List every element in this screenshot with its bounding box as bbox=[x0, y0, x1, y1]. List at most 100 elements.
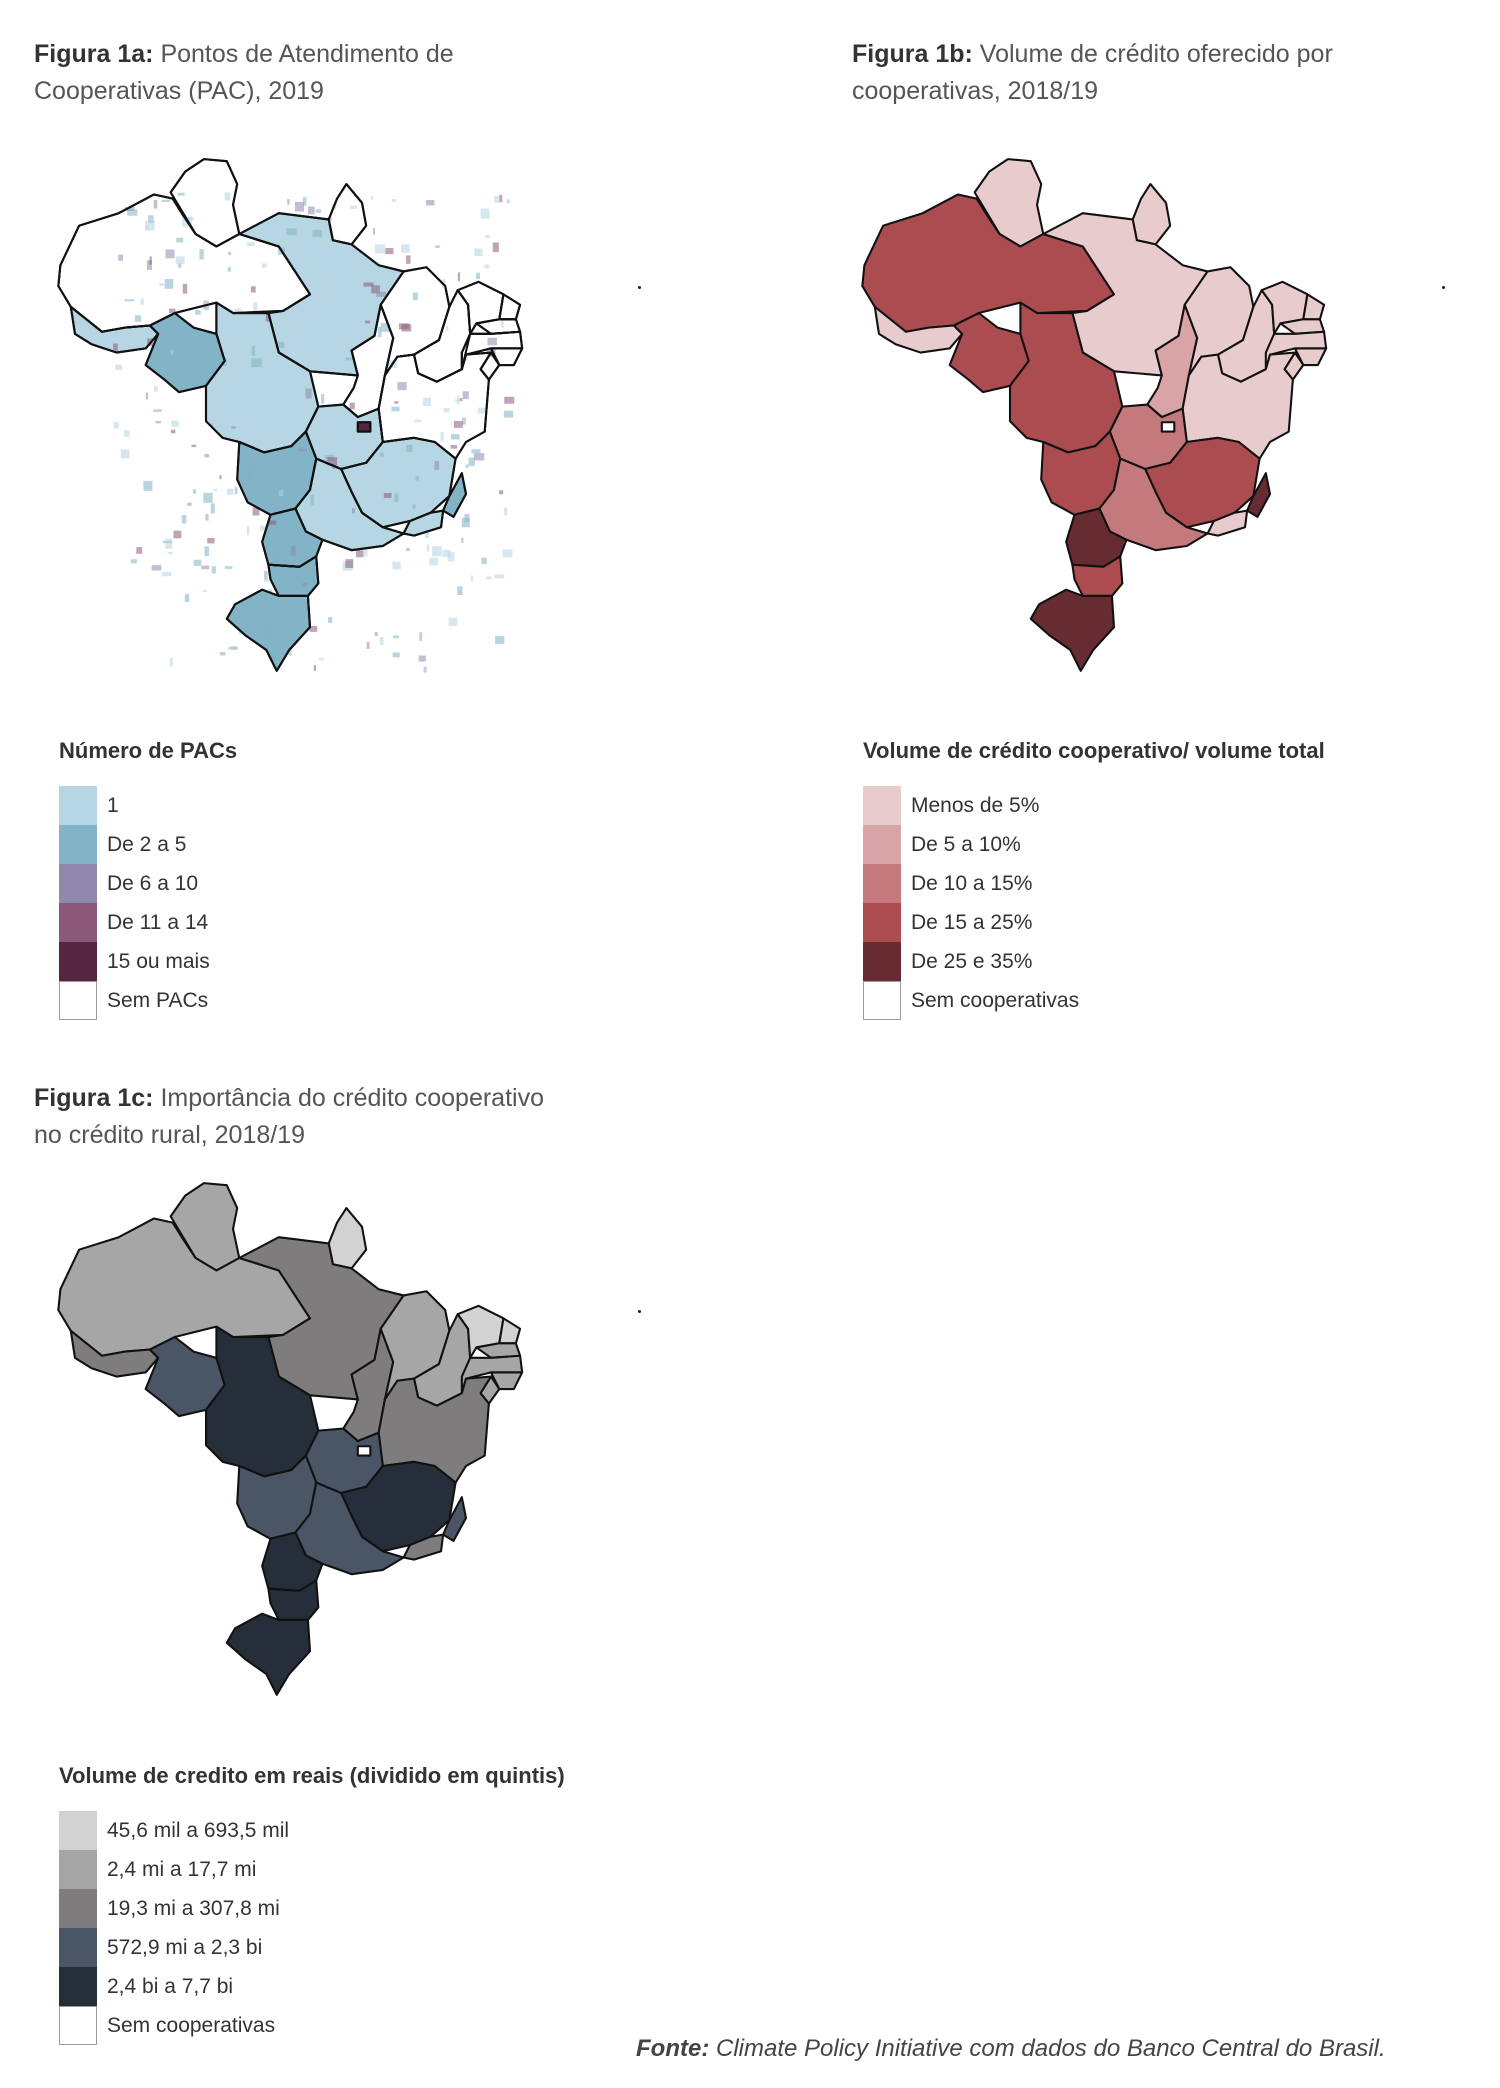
state-es bbox=[442, 472, 468, 518]
legend-swatch bbox=[59, 1889, 97, 1928]
figure-1b-legend-title: Volume de crédito cooperativo/ volume to… bbox=[863, 738, 1325, 763]
legend-swatch bbox=[59, 864, 97, 903]
legend-label: De 5 a 10% bbox=[911, 832, 1021, 856]
legend-item: Sem cooperativas bbox=[59, 2006, 565, 2045]
legend-label: 572,9 mi a 2,3 bi bbox=[107, 1935, 263, 1959]
legend-swatch bbox=[59, 981, 97, 1020]
legend-label: De 2 a 5 bbox=[107, 832, 187, 856]
legend-item: 19,3 mi a 307,8 mi bbox=[59, 1889, 565, 1928]
figure-1a-title-line2: Cooperativas (PAC), 2019 bbox=[34, 77, 324, 105]
legend-item: De 25 e 35% bbox=[863, 942, 1325, 981]
legend-label: Sem cooperativas bbox=[911, 988, 1080, 1012]
map-marker-dot bbox=[1442, 286, 1445, 289]
legend-item: Sem cooperativas bbox=[863, 981, 1325, 1020]
figure-1b-title-line2: cooperativas, 2018/19 bbox=[852, 77, 1099, 105]
legend-swatch bbox=[863, 825, 901, 864]
figure-1a-title: Figura 1a: Pontos de Atendimento de Coop… bbox=[34, 36, 454, 110]
legend-swatch bbox=[59, 825, 97, 864]
map-marker-dot bbox=[638, 1310, 641, 1313]
state-ap bbox=[327, 1207, 368, 1270]
figure-1c-legend: Volume de credito em reais (dividido em … bbox=[59, 1763, 565, 2045]
legend-item: 15 ou mais bbox=[59, 942, 237, 981]
state-sc bbox=[267, 555, 320, 597]
state-rs bbox=[225, 588, 312, 672]
legend-label: Sem cooperativas bbox=[107, 2013, 276, 2037]
figure-1b-map bbox=[861, 158, 1328, 672]
figure-1b-legend: Volume de crédito cooperativo/ volume to… bbox=[863, 738, 1325, 1020]
legend-item: De 2 a 5 bbox=[59, 825, 237, 864]
figure-1b-title-line1: Volume de crédito oferecido por bbox=[979, 40, 1333, 68]
figure-1a-title-line1: Pontos de Atendimento de bbox=[160, 40, 454, 68]
state-df bbox=[356, 1445, 372, 1457]
legend-item: De 10 a 15% bbox=[863, 864, 1325, 903]
state-df bbox=[356, 421, 372, 433]
legend-item: 2,4 mi a 17,7 mi bbox=[59, 1850, 565, 1889]
legend-swatch bbox=[863, 981, 901, 1020]
figure-1a-label: Figura 1a: bbox=[34, 40, 154, 68]
legend-label: De 15 a 25% bbox=[911, 910, 1033, 934]
legend-item: Menos de 5% bbox=[863, 786, 1325, 825]
state-sc bbox=[1071, 555, 1124, 597]
figure-1c-legend-title: Volume de credito em reais (dividido em … bbox=[59, 1763, 565, 1788]
legend-swatch bbox=[863, 786, 901, 825]
legend-item: De 5 a 10% bbox=[863, 825, 1325, 864]
legend-label: De 25 e 35% bbox=[911, 949, 1033, 973]
state-pb bbox=[1279, 318, 1326, 335]
legend-swatch bbox=[59, 942, 97, 981]
legend-label: Menos de 5% bbox=[911, 793, 1040, 817]
source-text: Climate Policy Initiative com dados do B… bbox=[715, 2035, 1386, 2062]
state-df bbox=[356, 421, 372, 433]
figure-1b-label: Figura 1b: bbox=[852, 40, 973, 68]
legend-swatch bbox=[59, 903, 97, 942]
source-note: Fonte: Climate Policy Initiative com dad… bbox=[636, 2035, 1386, 2063]
legend-item: 45,6 mil a 693,5 mil bbox=[59, 1811, 565, 1850]
state-ac bbox=[69, 305, 160, 354]
legend-item: De 6 a 10 bbox=[59, 864, 237, 903]
legend-item: De 11 a 14 bbox=[59, 903, 237, 942]
state-pb bbox=[475, 318, 522, 335]
legend-item: Sem PACs bbox=[59, 981, 237, 1020]
state-rn bbox=[498, 1317, 522, 1345]
state-pb bbox=[475, 1342, 522, 1359]
legend-swatch bbox=[863, 864, 901, 903]
legend-swatch bbox=[59, 1811, 97, 1850]
figure-1a-map bbox=[57, 158, 524, 673]
legend-label: Sem PACs bbox=[107, 988, 209, 1012]
state-ap bbox=[1131, 183, 1172, 246]
legend-label: 45,6 mil a 693,5 mil bbox=[107, 1818, 290, 1842]
legend-label: 2,4 mi a 17,7 mi bbox=[107, 1857, 257, 1881]
legend-label: 15 ou mais bbox=[107, 949, 210, 973]
legend-item: De 15 a 25% bbox=[863, 903, 1325, 942]
figure-1c-title-line2: no crédito rural, 2018/19 bbox=[34, 1121, 306, 1149]
state-ap bbox=[327, 183, 368, 246]
legend-label: 19,3 mi a 307,8 mi bbox=[107, 1896, 280, 1920]
legend-swatch bbox=[59, 786, 97, 825]
figure-1c-title: Figura 1c: Importância do crédito cooper… bbox=[34, 1080, 544, 1154]
legend-label: 1 bbox=[107, 793, 119, 817]
legend-swatch bbox=[863, 942, 901, 981]
state-rn bbox=[1302, 293, 1326, 321]
map-marker-dot bbox=[638, 286, 641, 289]
state-es bbox=[1246, 472, 1272, 518]
legend-item: 1 bbox=[59, 786, 237, 825]
figure-1c-label: Figura 1c: bbox=[34, 1084, 154, 1112]
legend-item: 572,9 mi a 2,3 bi bbox=[59, 1928, 565, 1967]
legend-swatch bbox=[59, 1967, 97, 2006]
state-am bbox=[57, 1217, 312, 1357]
legend-swatch bbox=[59, 2006, 97, 2045]
state-ac bbox=[69, 1329, 160, 1378]
legend-swatch bbox=[59, 1928, 97, 1967]
state-sc bbox=[267, 1579, 320, 1621]
figure-1a-legend-title: Número de PACs bbox=[59, 738, 238, 763]
legend-swatch bbox=[863, 903, 901, 942]
figure-1c-title-line1: Importância do crédito cooperativo bbox=[160, 1084, 544, 1112]
legend-item: 2,4 bi a 7,7 bi bbox=[59, 1967, 565, 2006]
legend-label: De 10 a 15% bbox=[911, 871, 1033, 895]
figure-1c-map bbox=[57, 1182, 524, 1696]
source-label: Fonte: bbox=[636, 2035, 710, 2062]
state-df bbox=[1160, 421, 1176, 433]
legend-label: De 6 a 10 bbox=[107, 871, 199, 895]
legend-label: 2,4 bi a 7,7 bi bbox=[107, 1974, 234, 1998]
state-am bbox=[861, 193, 1116, 333]
legend-swatch bbox=[59, 1850, 97, 1889]
